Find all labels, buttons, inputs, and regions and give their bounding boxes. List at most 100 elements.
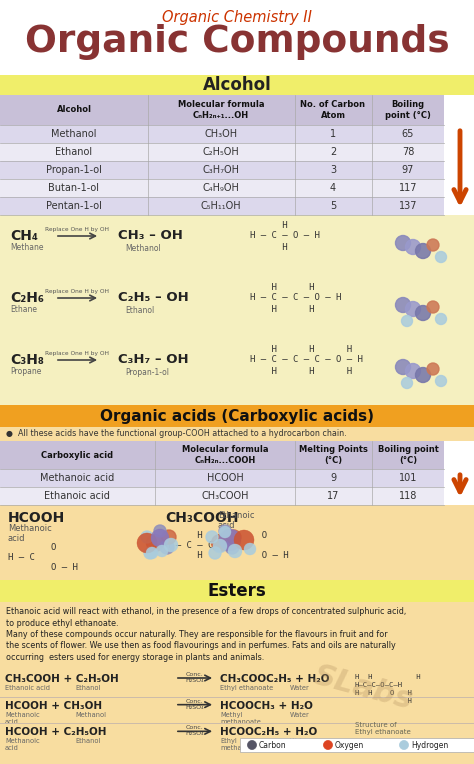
Bar [0,405,474,427]
Text: HCOOH + CH₃OH: HCOOH + CH₃OH [5,701,102,711]
Text: Ethanoic
acid: Ethanoic acid [218,511,255,530]
Bar [0,95,444,125]
Bar [0,469,444,487]
Text: H – C – C: H – C – C [165,541,213,550]
Text: occurring  esters used for energy storage in plants and animals.: occurring esters used for energy storage… [6,653,264,662]
Circle shape [137,533,157,553]
Circle shape [227,530,241,544]
Text: Methanol: Methanol [51,129,97,139]
Text: Methanol: Methanol [75,712,106,717]
Text: Organic acids (Carboxylic acids): Organic acids (Carboxylic acids) [100,409,374,423]
Text: H – C: H – C [8,553,35,562]
Text: C₂H₅ – OH: C₂H₅ – OH [118,291,189,304]
Bar [0,0,474,75]
Text: Methyl
methanoate: Methyl methanoate [220,712,261,725]
Circle shape [323,740,332,749]
Text: 3: 3 [330,165,336,175]
Circle shape [164,538,178,552]
Bar [0,161,444,179]
Circle shape [141,531,153,543]
Text: H: H [355,698,412,704]
Text: Methanoic
acid: Methanoic acid [5,712,40,725]
Circle shape [405,302,420,316]
Text: H: H [250,242,288,251]
Circle shape [146,535,164,552]
Text: No. of Carbon
Atom: No. of Carbon Atom [301,100,365,120]
Text: Ethanoic acid: Ethanoic acid [5,685,50,691]
Bar [240,738,474,752]
Text: C₃H₇OH: C₃H₇OH [202,165,239,175]
Text: O: O [8,543,56,552]
Bar [0,75,474,95]
Text: H      H: H H [250,305,315,313]
Text: HCOOH: HCOOH [8,511,65,525]
Text: Ethanol: Ethanol [75,685,100,691]
Text: C₃H₈: C₃H₈ [10,353,44,367]
Bar [0,487,444,505]
Text: 17: 17 [327,491,339,501]
Text: Conc.: Conc. [186,698,204,704]
Circle shape [206,531,218,543]
Circle shape [225,540,239,554]
Circle shape [211,535,228,552]
Text: Propane: Propane [10,367,41,376]
Text: CH₃OH: CH₃OH [204,129,237,139]
Circle shape [146,547,158,559]
Text: H – C – C – O – H: H – C – C – O – H [250,293,341,303]
Circle shape [427,363,439,375]
Text: 78: 78 [402,147,414,157]
Bar [0,143,444,161]
Text: CH₃COOH: CH₃COOH [165,511,238,525]
Text: CH₄: CH₄ [10,229,38,243]
Text: C₄H₉OH: C₄H₉OH [202,183,239,193]
Text: Oxygen: Oxygen [335,740,364,749]
Circle shape [244,543,256,555]
Text: Water: Water [290,712,310,717]
Text: Methane: Methane [10,243,44,252]
Text: Propan-1-ol: Propan-1-ol [125,368,169,377]
Text: Structure of
Ethyl ethanoate: Structure of Ethyl ethanoate [355,722,411,735]
Text: Replace One H by OH: Replace One H by OH [45,351,109,356]
Circle shape [416,367,430,383]
Circle shape [213,539,227,553]
Circle shape [401,316,412,326]
Text: H – C – O – H: H – C – O – H [250,231,320,241]
Text: Melting Points
(°C): Melting Points (°C) [299,445,367,465]
Text: H₂SO₄: H₂SO₄ [186,704,204,710]
Text: Organic Chemistry II: Organic Chemistry II [162,10,312,25]
Text: 101: 101 [399,473,417,483]
Text: Propan-1-ol: Propan-1-ol [46,165,102,175]
Text: 117: 117 [399,183,417,193]
Text: Ethanol: Ethanol [125,306,154,315]
Text: ●  All these acids have the functional group-COOH attached to a hydrocarbon chai: ● All these acids have the functional gr… [6,429,346,439]
Text: 137: 137 [399,201,417,211]
Bar [0,505,474,580]
Circle shape [436,313,447,325]
Circle shape [416,244,430,258]
Text: Butan-1-ol: Butan-1-ol [48,183,100,193]
Text: Alcohol: Alcohol [56,105,91,115]
Text: HCOOCH₃ + H₂O: HCOOCH₃ + H₂O [220,701,313,711]
Text: Conc.: Conc. [186,725,204,730]
Text: Organic Compounds: Organic Compounds [25,24,449,60]
Text: Ethanol: Ethanol [75,738,100,744]
Bar [0,580,474,602]
Text: 1: 1 [330,129,336,139]
Bar [0,215,474,405]
Text: Pentan-1-ol: Pentan-1-ol [46,201,102,211]
Text: C₃H₇ – OH: C₃H₇ – OH [118,353,189,366]
Text: HCOOH: HCOOH [207,473,243,483]
Text: Water: Water [290,738,310,744]
Circle shape [160,540,174,554]
Bar [0,197,444,215]
Text: C₂H₅OH: C₂H₅OH [202,147,239,157]
Text: H₂SO₄: H₂SO₄ [186,731,204,736]
Circle shape [427,239,439,251]
Circle shape [219,526,231,538]
Text: H  H          H: H H H [355,674,420,680]
Text: Alcohol: Alcohol [202,76,272,94]
Text: HCOOH + C₂H₅OH: HCOOH + C₂H₅OH [5,727,107,737]
Text: Hydrogen: Hydrogen [411,740,448,749]
Circle shape [405,239,420,254]
Circle shape [395,235,410,251]
